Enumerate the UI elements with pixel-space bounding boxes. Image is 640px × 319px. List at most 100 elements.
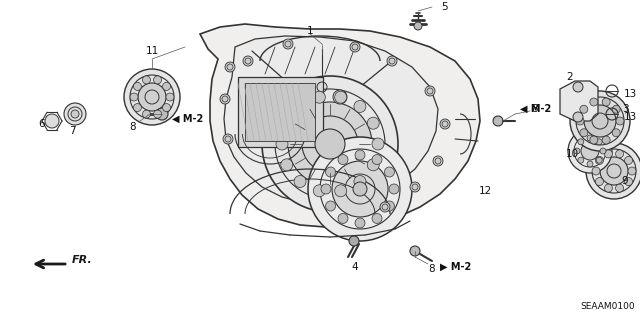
Circle shape — [595, 156, 604, 164]
Circle shape — [294, 175, 306, 188]
Circle shape — [604, 184, 612, 192]
Circle shape — [602, 136, 610, 144]
Circle shape — [410, 182, 420, 192]
Circle shape — [71, 110, 79, 118]
Circle shape — [596, 139, 602, 145]
Circle shape — [354, 175, 366, 188]
Circle shape — [387, 56, 397, 66]
Circle shape — [580, 105, 588, 113]
Circle shape — [308, 137, 412, 241]
Bar — [238, 77, 323, 147]
Circle shape — [625, 156, 632, 164]
Circle shape — [138, 83, 166, 111]
Circle shape — [349, 236, 359, 246]
Circle shape — [590, 98, 598, 106]
Circle shape — [350, 42, 360, 52]
Circle shape — [335, 91, 347, 103]
Circle shape — [163, 104, 171, 112]
Circle shape — [625, 178, 632, 186]
Circle shape — [570, 91, 630, 151]
Circle shape — [276, 138, 288, 150]
Circle shape — [124, 69, 180, 125]
Circle shape — [154, 76, 161, 84]
Circle shape — [143, 76, 150, 84]
Circle shape — [367, 159, 380, 171]
Circle shape — [573, 112, 583, 122]
Circle shape — [338, 154, 348, 165]
Circle shape — [154, 110, 161, 118]
Circle shape — [596, 157, 602, 163]
Text: FR.: FR. — [72, 255, 93, 265]
Bar — [245, 83, 315, 141]
Circle shape — [367, 117, 380, 129]
Circle shape — [225, 62, 235, 72]
Polygon shape — [200, 24, 480, 227]
Circle shape — [353, 182, 367, 196]
Text: 11: 11 — [145, 46, 159, 56]
Circle shape — [600, 148, 606, 154]
Circle shape — [326, 167, 335, 177]
Text: 4: 4 — [352, 262, 358, 272]
Text: 13: 13 — [623, 112, 637, 122]
Text: SEAAM0100: SEAAM0100 — [580, 302, 635, 311]
Text: 8: 8 — [429, 264, 435, 274]
Circle shape — [332, 161, 388, 217]
Circle shape — [354, 100, 366, 113]
Text: 8: 8 — [130, 122, 136, 132]
Circle shape — [410, 246, 420, 256]
Circle shape — [595, 178, 604, 186]
Circle shape — [314, 185, 325, 197]
Circle shape — [326, 201, 335, 211]
Circle shape — [584, 105, 616, 137]
Circle shape — [223, 134, 233, 144]
Circle shape — [389, 184, 399, 194]
Circle shape — [573, 82, 583, 92]
Circle shape — [298, 90, 312, 104]
Circle shape — [385, 201, 394, 211]
Circle shape — [166, 93, 174, 101]
Circle shape — [243, 56, 253, 66]
Circle shape — [64, 103, 86, 125]
Text: 13: 13 — [623, 89, 637, 99]
Circle shape — [433, 156, 443, 166]
Circle shape — [283, 39, 293, 49]
Circle shape — [616, 184, 623, 192]
Circle shape — [133, 104, 141, 112]
Circle shape — [372, 138, 384, 150]
Circle shape — [133, 82, 141, 90]
Circle shape — [220, 94, 230, 104]
Text: ▶ M-2: ▶ M-2 — [440, 262, 471, 272]
Circle shape — [581, 142, 599, 160]
Circle shape — [355, 150, 365, 160]
Circle shape — [338, 213, 348, 223]
Circle shape — [602, 98, 610, 106]
Circle shape — [425, 86, 435, 96]
Circle shape — [335, 185, 347, 197]
Circle shape — [578, 139, 584, 145]
Circle shape — [616, 117, 624, 125]
Circle shape — [414, 22, 422, 30]
Circle shape — [163, 82, 171, 90]
Circle shape — [587, 161, 593, 167]
Circle shape — [294, 100, 306, 113]
Circle shape — [156, 108, 168, 120]
Circle shape — [493, 116, 503, 126]
Polygon shape — [224, 36, 438, 204]
Circle shape — [600, 157, 628, 185]
Circle shape — [440, 119, 450, 129]
Circle shape — [372, 154, 382, 165]
Circle shape — [130, 93, 138, 101]
Circle shape — [616, 150, 623, 158]
Text: 6: 6 — [38, 119, 45, 129]
Circle shape — [281, 159, 292, 171]
Circle shape — [45, 114, 59, 128]
Circle shape — [333, 90, 347, 104]
Circle shape — [288, 102, 372, 186]
Circle shape — [576, 117, 584, 125]
Circle shape — [372, 213, 382, 223]
Text: 3: 3 — [621, 104, 628, 114]
Circle shape — [586, 143, 640, 199]
Circle shape — [315, 129, 345, 159]
Circle shape — [578, 157, 584, 163]
Circle shape — [321, 184, 331, 194]
